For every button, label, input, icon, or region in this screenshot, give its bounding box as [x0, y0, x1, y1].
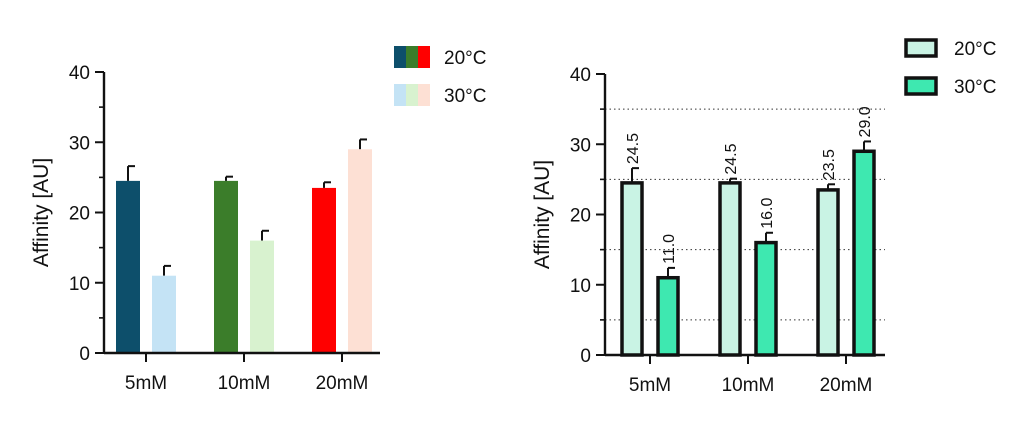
y-axis-title: Affinity [AU] [531, 160, 554, 269]
data-label: 23.5 [821, 149, 838, 180]
bar-30C-5mM [656, 275, 680, 357]
legend-swatch [406, 46, 418, 68]
bar-20C-10mM [718, 181, 742, 357]
y-tick-label: 0 [580, 346, 591, 367]
bar-30C-10mM [250, 240, 274, 353]
legend-swatch [394, 46, 406, 68]
right-bar-chart: 24.5 11.0 24.5 16.0 23.5 29.0 0 10 20 30 40 5mM 10mM… [531, 38, 996, 396]
legend-swatch [418, 46, 430, 68]
data-label: 16.0 [759, 198, 776, 229]
data-label: 24.5 [625, 133, 642, 164]
y-tick-label: 30 [69, 133, 90, 154]
bar-20C-20mM [312, 187, 336, 353]
legend-swatch [418, 84, 430, 106]
bar-20C-10mM [214, 180, 238, 353]
y-tick-label: 0 [79, 344, 90, 365]
legend-swatch [904, 38, 938, 58]
left-bar-chart: 0 10 20 30 40 5mM 10mM 20mM Affinity [AU] 20°C 30°… [30, 46, 486, 394]
legend-swatch [904, 76, 938, 96]
y-tick-label: 10 [570, 276, 591, 297]
y-tick-label: 40 [570, 65, 591, 86]
y-tick-label: 30 [570, 135, 591, 156]
y-tick-label: 10 [69, 274, 90, 295]
legend-swatch [406, 84, 418, 106]
bar-20C-5mM [116, 180, 140, 353]
x-tick-label: 10mM [722, 375, 775, 396]
legend-label: 30°C [954, 77, 996, 98]
legend-label: 20°C [444, 48, 486, 69]
bar-30C-10mM [754, 240, 778, 357]
legend-label: 20°C [954, 39, 996, 60]
legend-swatch [394, 84, 406, 106]
y-tick-label: 20 [69, 204, 90, 225]
data-label: 11.0 [661, 234, 678, 264]
data-label: 24.5 [723, 143, 740, 174]
legend-label: 30°C [444, 86, 486, 107]
x-tick-label: 20mM [316, 373, 369, 394]
x-tick-label: 20mM [820, 375, 873, 396]
x-tick-label: 5mM [125, 373, 167, 394]
bar-20C-20mM [816, 188, 840, 357]
y-axis-title: Affinity [AU] [30, 158, 53, 267]
x-tick-label: 10mM [218, 373, 271, 394]
data-label: 29.0 [857, 106, 874, 137]
y-tick-label: 40 [69, 63, 90, 84]
bar-20C-5mM [620, 181, 644, 357]
x-tick-label: 5mM [629, 375, 671, 396]
bar-30C-20mM [852, 149, 876, 357]
bar-30C-20mM [348, 149, 372, 353]
y-tick-label: 20 [570, 206, 591, 227]
bar-30C-5mM [152, 275, 176, 353]
